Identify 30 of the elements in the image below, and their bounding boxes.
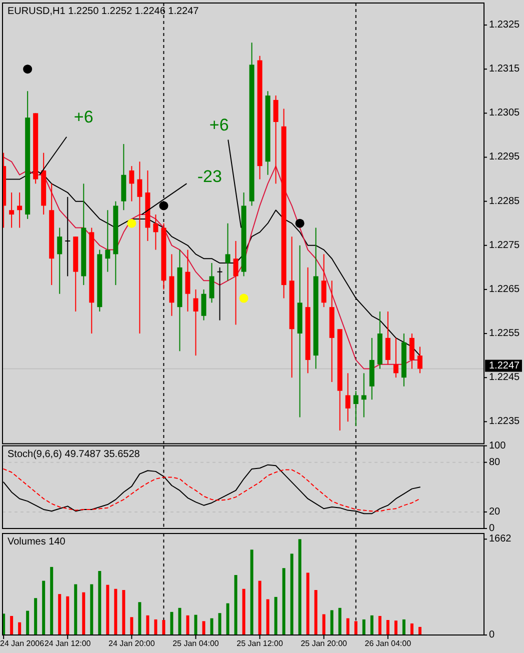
x-tick-label: 24 Jan 12:00	[44, 639, 92, 648]
y-tick-label: 80	[489, 456, 501, 468]
chart-title: EURUSD,H1 1.2250 1.2252 1.2246 1.2247	[8, 6, 200, 17]
x-tick-label: 25 Jan 20:00	[300, 639, 348, 648]
y-tick-label: 1.2255	[489, 328, 520, 340]
y-tick-label: 1.2285	[489, 196, 520, 207]
y-tick-label: 1.2275	[489, 240, 520, 251]
annotation: +6	[74, 107, 94, 126]
y-tick-label: 1.2245	[489, 372, 520, 384]
x-tick-label: 24 Jan 20:00	[108, 639, 156, 648]
y-tick-label: 1.2265	[489, 284, 520, 295]
x-tick-label: 26 Jan 04:00	[364, 639, 412, 648]
y-tick-label: 1.2315	[489, 64, 520, 75]
x-tick-label: 25 Jan 12:00	[236, 639, 284, 648]
y-tick-label: 1.2235	[489, 416, 520, 428]
x-tick-label: 25 Jan 04:00	[172, 639, 220, 648]
x-tick-label: 24 Jan 2006	[0, 639, 45, 648]
y-tick-label: 100	[489, 440, 506, 452]
y-tick-label: 1662	[489, 534, 512, 545]
chart-title: Volumes 140	[8, 536, 66, 548]
chart-title: Stoch(9,6,6) 49.7487 35.6528	[8, 448, 140, 460]
ref-line-label: 1.2247	[489, 360, 520, 372]
y-tick-label: 1.2325	[489, 20, 520, 31]
annotation: +6	[209, 115, 229, 134]
y-tick-label: 1.2295	[489, 152, 520, 163]
y-tick-label: 0	[489, 523, 495, 534]
y-tick-label: 20	[489, 506, 501, 518]
annotation: -23	[197, 167, 222, 186]
y-tick-label: 1.2305	[489, 108, 520, 119]
y-tick-label: 0	[489, 630, 495, 640]
